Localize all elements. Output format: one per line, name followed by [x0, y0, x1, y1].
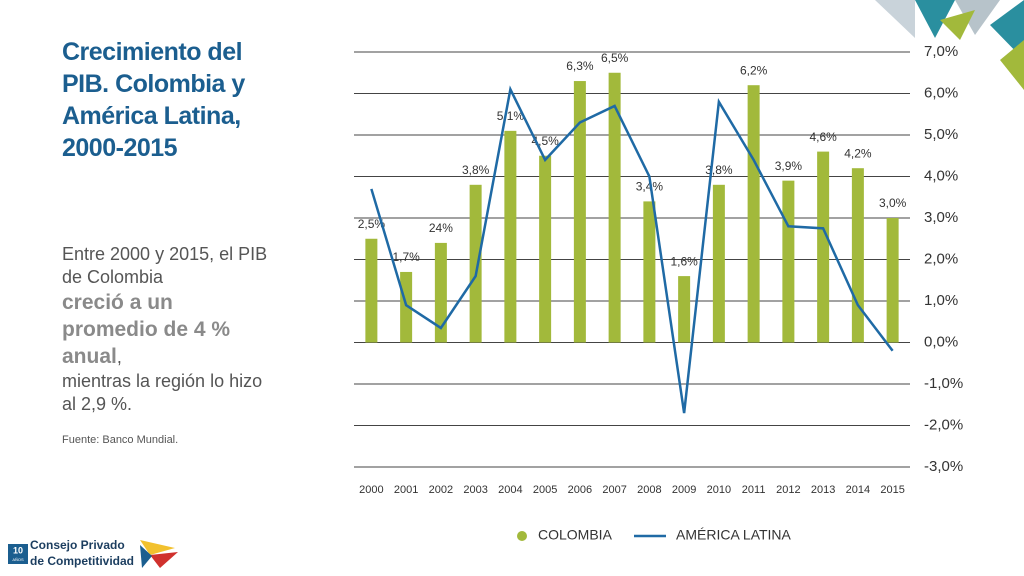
logo-star [140, 540, 175, 555]
decor [940, 10, 975, 40]
bar [573, 81, 586, 343]
y-tick-label: 1,0% [924, 292, 958, 309]
x-tick-label: 2004 [498, 484, 522, 496]
x-tick-label: 2002 [429, 484, 453, 496]
y-tick-label: -1,0% [924, 375, 963, 392]
bar [886, 218, 899, 343]
decor [875, 0, 915, 38]
logo-text: Consejo Privado [30, 538, 125, 552]
bar [782, 180, 795, 343]
y-tick-label: 2,0% [924, 250, 958, 267]
x-tick-label: 2015 [880, 484, 904, 496]
x-tick-label: 2013 [811, 484, 835, 496]
data-label: 3,8% [705, 163, 733, 177]
bar [608, 72, 621, 343]
data-label: 4,2% [844, 146, 872, 160]
title: Crecimiento del PIB. Colombia y América … [62, 38, 245, 162]
data-label: 3,9% [775, 159, 803, 173]
logo-badge-text: 10 [13, 545, 23, 555]
data-label: 6,5% [601, 51, 629, 65]
bar [712, 184, 725, 343]
data-label: 4,6% [809, 130, 837, 144]
body-intro: Entre 2000 y 2015, el PIB de Colombia [62, 244, 268, 287]
bar [747, 85, 760, 343]
source: Fuente: Banco Mundial. [62, 434, 179, 446]
legend-label: AMÉRICA LATINA [676, 527, 792, 543]
y-tick-label: -3,0% [924, 458, 963, 475]
body-rest: mientras la región lo hizo al 2,9 %. [62, 371, 263, 414]
logo-text: de Competitividad [30, 554, 134, 568]
bar [434, 242, 447, 343]
bar [817, 151, 830, 343]
data-label: 3,0% [879, 196, 907, 210]
decor [915, 0, 955, 38]
data-label: 2,5% [358, 217, 386, 231]
bar [851, 168, 864, 343]
data-label: 6,2% [740, 63, 768, 77]
line [370, 85, 894, 414]
x-tick-label: 2009 [672, 484, 696, 496]
data-label: 1,6% [670, 254, 698, 268]
y-tick-label: 5,0% [924, 126, 958, 143]
x-tick-label: 2003 [463, 484, 487, 496]
x-tick-label: 2011 [742, 484, 766, 496]
y-tick-label: -2,0% [924, 416, 963, 433]
y-tick-label: 6,0% [924, 84, 958, 101]
y-tick-label: 3,0% [924, 209, 958, 226]
x-tick-label: 2010 [707, 484, 731, 496]
x-tick-label: 2008 [637, 484, 661, 496]
bar [678, 276, 691, 343]
x-tick-label: 2000 [359, 484, 383, 496]
y-tick-label: 0,0% [924, 333, 958, 350]
decor [1000, 40, 1024, 90]
bar [504, 130, 517, 343]
body-after: , [116, 347, 122, 367]
decor [955, 0, 1000, 35]
bar [643, 201, 656, 343]
decor [990, 0, 1024, 60]
x-tick-label: 2012 [776, 484, 800, 496]
legend-label: COLOMBIA [538, 527, 613, 543]
x-tick-label: 2001 [394, 484, 418, 496]
data-label: 6,3% [566, 59, 594, 73]
bar [539, 155, 552, 343]
x-tick-label: 2005 [533, 484, 557, 496]
legend-marker [517, 531, 527, 541]
y-tick-label: 7,0% [924, 43, 958, 60]
logo-badge-sub: AÑOS [12, 557, 24, 562]
bar [365, 238, 378, 343]
logo-star [140, 545, 152, 568]
logo-star [150, 552, 178, 568]
body-text: Entre 2000 y 2015, el PIB de Colombia cr… [62, 243, 272, 416]
data-label: 1,7% [392, 250, 420, 264]
data-label: 3,8% [462, 163, 490, 177]
x-tick-label: 2014 [846, 484, 870, 496]
y-tick-label: 4,0% [924, 167, 958, 184]
x-tick-label: 2006 [568, 484, 592, 496]
bar [400, 271, 413, 343]
x-tick-label: 2007 [602, 484, 626, 496]
data-label: 3,4% [636, 180, 664, 194]
body-highlight: creció a un promedio de 4 % anual [62, 291, 231, 368]
bar [469, 184, 482, 343]
data-label: 24% [429, 221, 453, 235]
logo-badge [8, 544, 28, 564]
